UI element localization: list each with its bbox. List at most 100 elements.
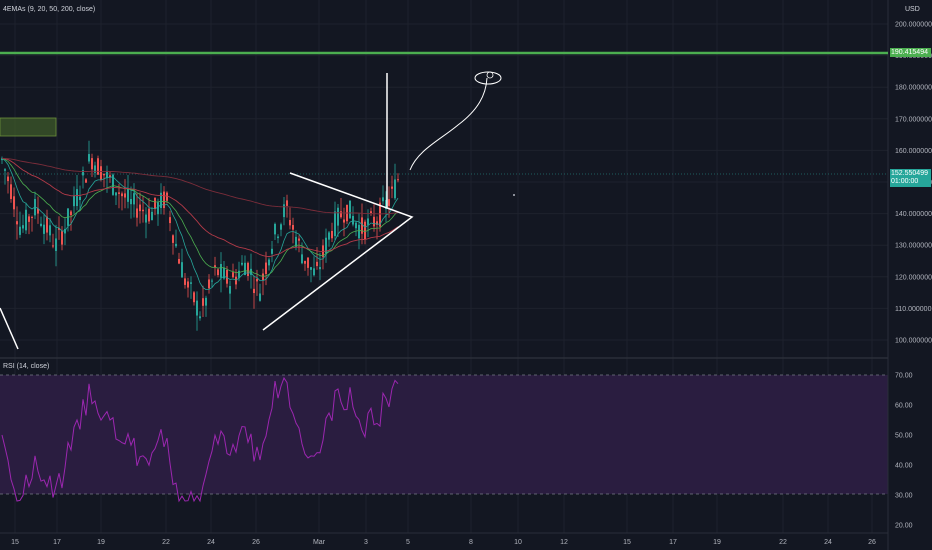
candle-body — [100, 166, 102, 180]
candle-body — [250, 268, 252, 275]
candle-body — [205, 297, 207, 306]
rsi-axis[interactable]: 70.00 60.00 50.00 40.00 30.00 20.00 — [895, 373, 913, 530]
candle-body — [217, 269, 219, 276]
target-dot-drawing — [486, 71, 494, 79]
candle-body — [316, 261, 318, 267]
candle-body — [340, 211, 342, 218]
candle-body — [61, 231, 63, 245]
candle-body — [367, 218, 369, 225]
candle-body — [31, 216, 33, 218]
candle-body — [73, 195, 75, 207]
candle-body — [109, 175, 111, 178]
candle-body — [223, 268, 225, 279]
candle-body — [295, 236, 297, 247]
candle-body — [355, 222, 357, 229]
rsi-band — [0, 375, 888, 494]
candle-body — [262, 273, 264, 281]
candle-body — [382, 197, 384, 202]
candle-body — [163, 191, 165, 209]
candle-body — [283, 204, 285, 218]
ema-20-line — [1, 157, 399, 277]
candle-body — [274, 223, 276, 235]
candle-body — [169, 217, 171, 224]
price-tick-label: 120.000000 — [895, 274, 932, 281]
time-axis[interactable]: 15 17 19 22 24 26 Mar 3 5 8 10 12 15 17 19 22 24 26 — [11, 539, 876, 546]
target-circle-drawing[interactable] — [474, 71, 502, 85]
candle-body — [247, 262, 249, 276]
candle-body — [1, 158, 3, 161]
candle-body — [118, 192, 120, 194]
rsi-indicator-legend[interactable]: RSI (14, close) — [3, 363, 50, 370]
candle-body — [46, 216, 48, 233]
candle-body — [184, 278, 186, 285]
candle-body — [202, 298, 204, 306]
price-tick-label: 130.000000 — [895, 243, 932, 250]
price-tick-label: 140.000000 — [895, 211, 932, 218]
candle-body — [331, 230, 333, 239]
time-tick-label: Mar — [313, 539, 326, 546]
candle-body — [91, 158, 93, 170]
candle-body — [37, 208, 39, 214]
candle-body — [370, 211, 372, 214]
candle-body — [337, 207, 339, 226]
candle-body — [328, 232, 330, 240]
candle-body — [373, 216, 375, 227]
candle-body — [286, 200, 288, 206]
candle-body — [19, 226, 21, 235]
time-tick-label: 8 — [469, 539, 473, 546]
curve-arrow-drawing[interactable] — [409, 77, 488, 171]
resistance-price-tag: 190.415494 — [890, 48, 931, 57]
candle-body — [10, 184, 12, 200]
time-tick-label: 19 — [713, 539, 721, 546]
candle-body — [325, 237, 327, 254]
candle-body — [151, 211, 153, 221]
candle-body — [385, 200, 387, 210]
candle-body — [16, 221, 18, 225]
ema-lines — [1, 157, 399, 291]
ema-9-line — [1, 157, 399, 291]
candle-body — [361, 217, 363, 234]
time-tick-label: 17 — [53, 539, 61, 546]
candle-body — [178, 258, 180, 264]
time-tick-label: 12 — [560, 539, 568, 546]
candle-body — [127, 188, 129, 202]
candle-body — [115, 192, 117, 196]
candle-body — [343, 219, 345, 223]
candle-body — [94, 165, 96, 173]
candle-body — [43, 224, 45, 234]
candle-body — [7, 176, 9, 182]
candle-body — [196, 300, 198, 316]
candle-body — [310, 267, 312, 270]
candle-body — [22, 225, 24, 229]
candle-body — [193, 292, 195, 303]
candle-body — [334, 211, 336, 237]
time-tick-label: 3 — [364, 539, 368, 546]
candle-body — [229, 286, 231, 294]
time-tick-label: 5 — [406, 539, 410, 546]
candle-body — [199, 316, 201, 319]
rsi-tick-label: 30.00 — [895, 493, 913, 500]
rsi-tick-label: 50.00 — [895, 433, 913, 440]
ema-200-line — [1, 157, 399, 215]
rsi-tick-label: 70.00 — [895, 373, 913, 380]
main-indicator-legend[interactable]: 4EMAs (9, 20, 50, 200, close) — [3, 6, 96, 13]
time-tick-label: 15 — [623, 539, 631, 546]
candle-body — [244, 262, 246, 276]
price-tick-label: 180.000000 — [895, 85, 932, 92]
candle-body — [97, 158, 99, 175]
candle-body — [226, 269, 228, 284]
candle-body — [136, 208, 138, 218]
supply-zone-rectangle[interactable] — [0, 117, 57, 137]
trend-line-drawing[interactable] — [0, 307, 19, 350]
time-tick-label: 15 — [11, 539, 19, 546]
candle-body — [190, 282, 192, 284]
candle-body — [394, 179, 396, 199]
candle-body — [121, 193, 123, 197]
candle-body — [55, 238, 57, 252]
candle-body — [271, 248, 273, 254]
currency-label: USD — [905, 6, 920, 13]
candle-body — [148, 208, 150, 222]
triangle-drawing[interactable] — [262, 172, 414, 331]
candle-body — [25, 209, 27, 231]
